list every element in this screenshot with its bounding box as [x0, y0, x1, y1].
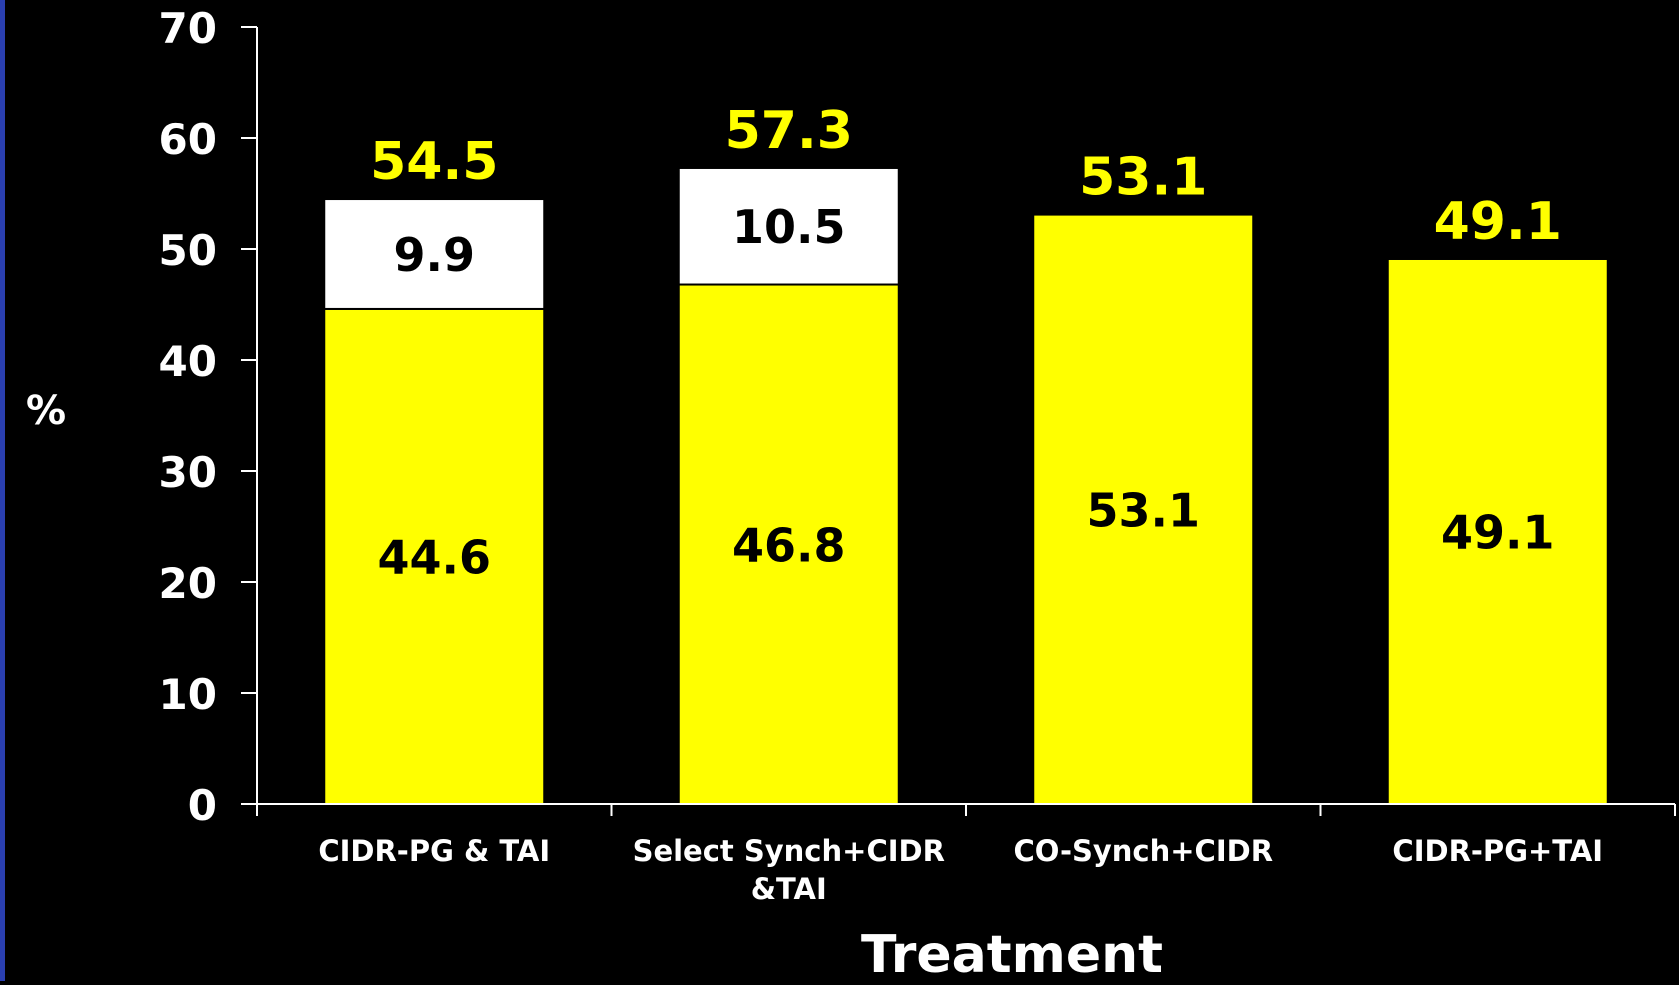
x-tick-label-3: CO-Synch+CIDR: [1013, 834, 1273, 868]
y-tick-label-20: 20: [159, 559, 217, 608]
segment-value-label-3-1: 53.1: [1087, 483, 1201, 537]
bar-total-label-4: 49.1: [1434, 192, 1562, 252]
x-tick-label-4: CIDR-PG+TAI: [1392, 834, 1603, 868]
bars-layer: [323, 166, 1609, 805]
bar-total-label-1: 54.5: [370, 132, 498, 192]
segment-value-label-2-2: 10.5: [732, 200, 846, 254]
segment-value-label-2-1: 46.8: [732, 518, 846, 572]
bar-segment-4-1: [1386, 257, 1609, 805]
bar-segment-2-2: [677, 166, 900, 286]
bar-segment-3-1: [1032, 213, 1255, 805]
y-tick-label-60: 60: [159, 115, 217, 164]
segment-value-label-1-2: 9.9: [394, 228, 476, 282]
x-axis-label: Treatment: [861, 925, 1163, 981]
labels-layer: 44.6 9.9 54.5 CIDR-PG & TAI 46.8 10.5 57.3 Sele…: [159, 4, 1604, 906]
x-tick-label-2-line-1: Select Synch+CIDR: [633, 834, 945, 868]
y-axis-label: %: [26, 388, 66, 434]
x-tick-label-1: CIDR-PG & TAI: [318, 834, 550, 868]
segment-value-label-4-1: 49.1: [1441, 505, 1555, 559]
bar-total-label-3: 53.1: [1079, 148, 1207, 208]
bar-segment-1-1: [323, 307, 546, 805]
segment-value-label-1-1: 44.6: [378, 530, 492, 584]
left-edge-stripe: [0, 0, 5, 981]
y-tick-label-70: 70: [159, 4, 217, 53]
y-tick-label-10: 10: [159, 670, 217, 719]
y-tick-label-40: 40: [159, 337, 217, 386]
bar-total-label-2: 57.3: [725, 101, 853, 161]
y-tick-label-50: 50: [159, 226, 217, 275]
y-tick-label-30: 30: [159, 448, 217, 497]
y-tick-label-0: 0: [188, 781, 217, 830]
bar-segment-1-2: [323, 198, 546, 310]
axes-layer: [241, 26, 1676, 816]
x-tick-label-2-line-2: &TAI: [751, 872, 827, 906]
